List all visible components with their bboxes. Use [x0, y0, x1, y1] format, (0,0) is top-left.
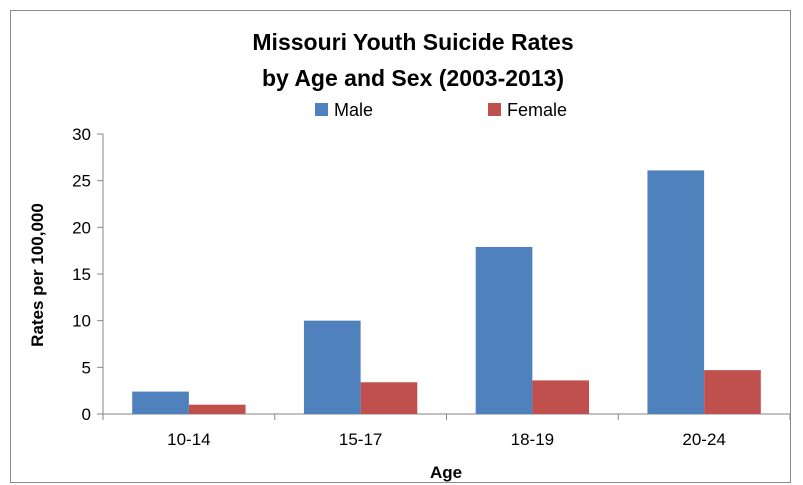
y-axis: 0 5 10 15 20 25 30 [72, 125, 104, 424]
x-tick-label: 10-14 [167, 430, 210, 449]
chart-title-line1: Missouri Youth Suicide Rates [252, 29, 573, 55]
y-tick-label: 10 [72, 312, 91, 331]
x-tick-label: 20-24 [682, 430, 725, 449]
y-tick-label: 5 [82, 358, 91, 377]
x-axis-title: Age [430, 463, 462, 482]
chart-title-line2: by Age and Sex (2003-2013) [262, 65, 564, 91]
y-tick-label: 15 [72, 265, 91, 284]
bar-male-15-17 [303, 320, 361, 414]
x-axis: 10-14 15-17 18-19 20-24 [102, 413, 791, 449]
bar-female-15-17 [360, 382, 418, 414]
x-tick-label: 18-19 [511, 430, 554, 449]
legend-label-male: Male [334, 100, 373, 120]
bar-male-18-19 [475, 246, 533, 414]
legend-label-female: Female [507, 100, 567, 120]
bar-male-10-14 [132, 391, 189, 414]
y-tick-label: 30 [72, 125, 91, 144]
y-axis-title: Rates per 100,000 [28, 203, 47, 347]
bars [132, 170, 761, 414]
legend-swatch-female [488, 103, 501, 116]
x-tick-label: 15-17 [339, 430, 382, 449]
y-tick-label: 25 [72, 172, 91, 191]
bar-female-10-14 [188, 404, 246, 414]
y-tick-label: 20 [72, 218, 91, 237]
legend: Male Female [315, 100, 567, 120]
y-tick-label: 0 [82, 405, 91, 424]
bar-male-20-24 [647, 170, 705, 414]
bar-female-20-24 [704, 370, 761, 414]
bar-female-18-19 [532, 380, 590, 414]
legend-swatch-male [315, 103, 328, 116]
